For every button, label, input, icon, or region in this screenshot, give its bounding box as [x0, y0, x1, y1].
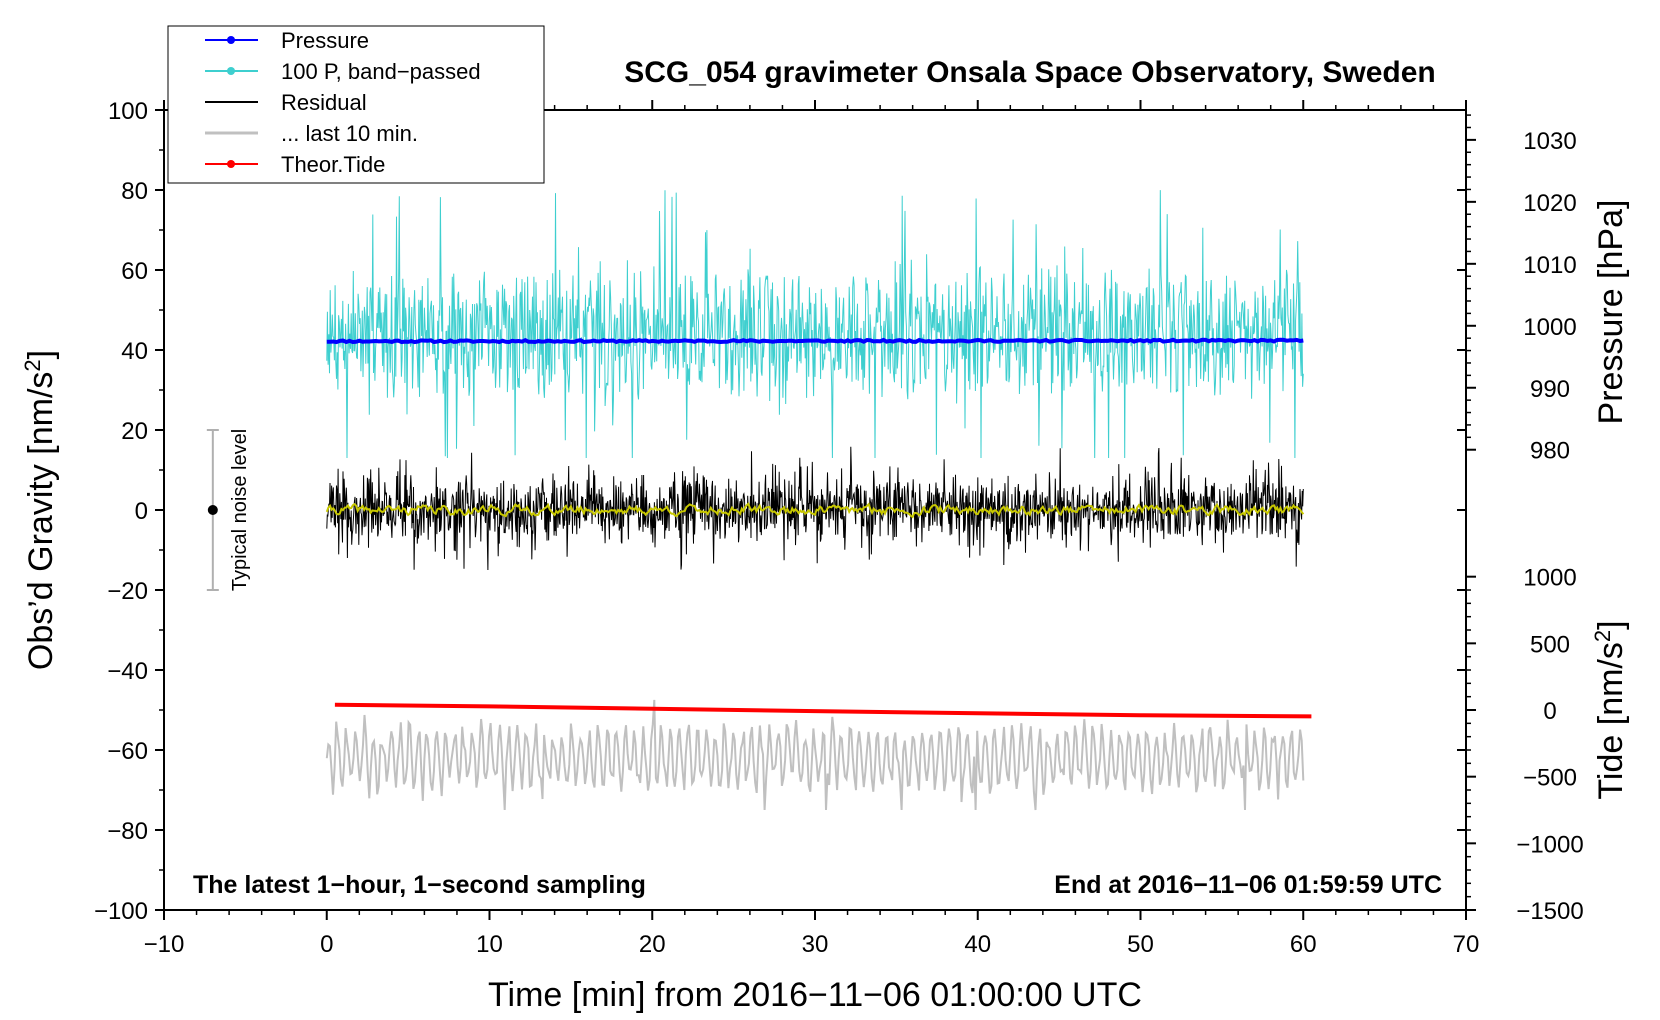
y-tick-label: −100 — [94, 898, 148, 925]
pressure-axis-label: Pressure [hPa] — [1592, 200, 1630, 425]
sampling-note: The latest 1−hour, 1−second sampling — [193, 871, 646, 899]
y-tick-label: 60 — [121, 258, 148, 285]
series-line-pressure — [326, 337, 1304, 345]
y-tick-label: 100 — [108, 98, 148, 125]
legend: Pressure 100 P, band−passed Residual ... la… — [167, 25, 545, 184]
tide-tick-label: 0 — [1543, 698, 1556, 725]
tide-tick-label: −500 — [1523, 765, 1577, 792]
legend-swatch-marker — [227, 36, 235, 44]
legend-box — [167, 25, 545, 184]
y-tick-label: 0 — [135, 498, 148, 525]
x-tick-label: 50 — [1127, 931, 1154, 958]
y-axis-ticks: −100 −80 −60 −40 −20 0 20 40 60 80 100 — [94, 98, 1466, 925]
tide-tick-label: 1000 — [1523, 565, 1576, 592]
y-tick-label: −80 — [107, 818, 148, 845]
y-tick-label: −20 — [107, 578, 148, 605]
noise-level-bar: Typical noise level — [206, 429, 251, 591]
x-axis-label: Time [min] from 2016−11−06 01:00:00 UTC — [488, 976, 1142, 1014]
x-tick-label: 20 — [639, 931, 666, 958]
legend-label: ... last 10 min. — [281, 121, 418, 146]
y-tick-label: −40 — [107, 658, 148, 685]
end-time-note: End at 2016−11−06 01:59:59 UTC — [1054, 871, 1442, 899]
series-line-residual-smoothed — [325, 502, 1305, 519]
x-tick-label: 0 — [320, 931, 333, 958]
legend-swatch-marker — [227, 67, 235, 75]
series-line-last-10-min — [325, 699, 1305, 811]
legend-label: Theor.Tide — [281, 152, 385, 177]
x-tick-label: −10 — [144, 931, 185, 958]
chart-title: SCG_054 gravimeter Onsala Space Observat… — [624, 56, 1436, 89]
y-tick-label: 40 — [121, 338, 148, 365]
x-tick-label: 10 — [476, 931, 503, 958]
legend-label: Pressure — [281, 28, 369, 53]
y-tick-label: 20 — [121, 418, 148, 445]
series-line-theoretical-tide — [334, 702, 1312, 719]
tide-tick-label: 500 — [1530, 631, 1570, 658]
x-tick-label: 70 — [1453, 931, 1480, 958]
x-axis-ticks: −10 0 10 20 30 40 50 60 70 — [144, 100, 1480, 958]
pressure-tick-label: 1000 — [1523, 314, 1576, 341]
y-tick-label: 80 — [121, 178, 148, 205]
tide-tick-label: −1000 — [1516, 831, 1583, 858]
noise-bar-center-dot — [207, 505, 218, 515]
pressure-tick-label: 1030 — [1523, 128, 1576, 155]
y-tick-label: −60 — [107, 738, 148, 765]
right-axis-ticks: 980 990 1000 1010 1020 1030 −1500 −1000 −500 0 500… — [1466, 114, 1584, 925]
x-tick-label: 30 — [802, 931, 829, 958]
legend-swatch-marker — [227, 160, 235, 168]
x-tick-label: 40 — [964, 931, 991, 958]
pressure-tick-label: 990 — [1530, 376, 1570, 403]
pressure-tick-label: 1010 — [1523, 252, 1576, 279]
pressure-tick-label: 1020 — [1523, 190, 1576, 217]
pressure-tick-label: 980 — [1530, 438, 1570, 465]
y-axis-label: Obs’d Gravity [nm/s2] — [20, 350, 61, 670]
series-line-bandpassed-pressure — [326, 190, 1304, 459]
tide-axis-label: Tide [nm/s2] — [1590, 620, 1631, 799]
noise-level-label: Typical noise level — [229, 429, 251, 591]
tide-tick-label: −1500 — [1516, 898, 1583, 925]
data-series — [325, 190, 1312, 811]
legend-label: Residual — [281, 90, 367, 115]
legend-label: 100 P, band−passed — [281, 59, 481, 84]
x-tick-label: 60 — [1290, 931, 1317, 958]
series-line-residual — [326, 446, 1304, 571]
